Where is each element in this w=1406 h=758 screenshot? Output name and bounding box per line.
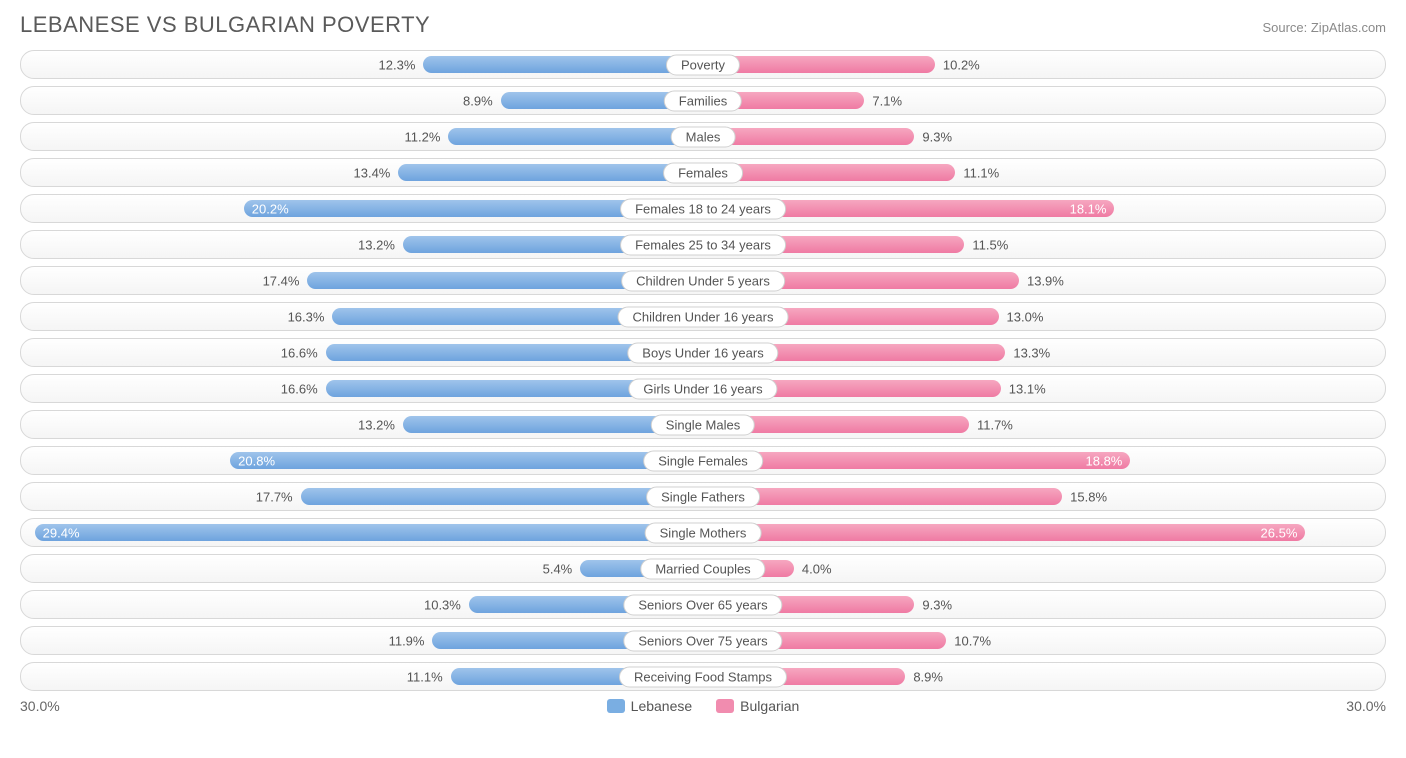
bar-value-right: 18.8% [1086, 453, 1123, 468]
chart-row: 13.2% 11.7% Single Males [20, 410, 1386, 439]
chart-row: 16.6% 13.1% Girls Under 16 years [20, 374, 1386, 403]
category-label: Single Males [651, 414, 755, 435]
category-label: Females 25 to 34 years [620, 234, 786, 255]
legend: Lebanese Bulgarian [607, 698, 800, 714]
bar-left: 20.8% [230, 452, 703, 469]
bar-value-right: 11.7% [969, 417, 1013, 432]
chart-header: LEBANESE VS BULGARIAN POVERTY Source: Zi… [20, 12, 1386, 38]
chart-row: 11.1% 8.9% Receiving Food Stamps [20, 662, 1386, 691]
bar-left: 11.2% [448, 128, 703, 145]
category-label: Single Fathers [646, 486, 760, 507]
category-label: Single Mothers [645, 522, 762, 543]
category-label: Children Under 5 years [621, 270, 785, 291]
legend-label-left: Lebanese [631, 698, 693, 714]
bar-value-left: 16.6% [281, 381, 326, 396]
bar-right: 26.5% [703, 524, 1305, 541]
bar-value-right: 7.1% [864, 93, 902, 108]
chart-row: 16.6% 13.3% Boys Under 16 years [20, 338, 1386, 367]
bar-value-right: 10.2% [935, 57, 980, 72]
legend-item-right: Bulgarian [716, 698, 799, 714]
bar-left: 13.4% [398, 164, 703, 181]
category-label: Seniors Over 65 years [623, 594, 782, 615]
chart-row: 29.4% 26.5% Single Mothers [20, 518, 1386, 547]
category-label: Married Couples [640, 558, 765, 579]
bar-value-left: 11.2% [404, 129, 448, 144]
bar-value-left: 5.4% [543, 561, 581, 576]
bar-value-right: 10.7% [946, 633, 991, 648]
category-label: Seniors Over 75 years [623, 630, 782, 651]
bar-value-left: 20.2% [252, 201, 289, 216]
category-label: Poverty [666, 54, 740, 75]
bar-value-left: 29.4% [43, 525, 80, 540]
bar-value-right: 8.9% [905, 669, 943, 684]
bar-value-right: 11.1% [955, 165, 999, 180]
bar-value-right: 9.3% [914, 129, 952, 144]
category-label: Families [664, 90, 742, 111]
chart-row: 8.9% 7.1% Families [20, 86, 1386, 115]
legend-swatch-right [716, 699, 734, 713]
chart-row: 13.4% 11.1% Females [20, 158, 1386, 187]
chart-row: 20.8% 18.8% Single Females [20, 446, 1386, 475]
category-label: Females [663, 162, 743, 183]
bar-value-left: 11.9% [389, 633, 433, 648]
bar-value-left: 17.4% [263, 273, 308, 288]
chart-title: LEBANESE VS BULGARIAN POVERTY [20, 12, 430, 38]
legend-item-left: Lebanese [607, 698, 693, 714]
chart-footer: 30.0% Lebanese Bulgarian 30.0% [20, 698, 1386, 714]
bar-value-left: 10.3% [424, 597, 469, 612]
category-label: Children Under 16 years [618, 306, 789, 327]
bar-value-left: 16.6% [281, 345, 326, 360]
bar-value-left: 16.3% [288, 309, 333, 324]
bar-value-right: 13.1% [1001, 381, 1046, 396]
legend-swatch-left [607, 699, 625, 713]
axis-max-right: 30.0% [1346, 698, 1386, 714]
bar-value-left: 13.4% [354, 165, 399, 180]
bar-value-right: 13.3% [1005, 345, 1050, 360]
bar-value-right: 13.9% [1019, 273, 1064, 288]
category-label: Receiving Food Stamps [619, 666, 787, 687]
chart-row: 17.7% 15.8% Single Fathers [20, 482, 1386, 511]
category-label: Males [671, 126, 736, 147]
category-label: Single Females [643, 450, 763, 471]
bar-value-left: 11.1% [407, 669, 451, 684]
chart-row: 11.2% 9.3% Males [20, 122, 1386, 151]
bar-value-left: 8.9% [463, 93, 501, 108]
bar-value-right: 4.0% [794, 561, 832, 576]
bar-value-left: 12.3% [379, 57, 424, 72]
chart-row: 5.4% 4.0% Married Couples [20, 554, 1386, 583]
diverging-bar-chart: 12.3% 10.2% Poverty 8.9% 7.1% Families 11.2% 9.… [20, 50, 1386, 691]
axis-max-left: 30.0% [20, 698, 60, 714]
bar-value-right: 11.5% [964, 237, 1008, 252]
bar-value-right: 9.3% [914, 597, 952, 612]
bar-value-left: 13.2% [358, 237, 403, 252]
chart-row: 13.2% 11.5% Females 25 to 34 years [20, 230, 1386, 259]
bar-value-left: 17.7% [256, 489, 301, 504]
bar-left: 29.4% [35, 524, 703, 541]
legend-label-right: Bulgarian [740, 698, 799, 714]
category-label: Females 18 to 24 years [620, 198, 786, 219]
bar-value-right: 26.5% [1261, 525, 1298, 540]
chart-row: 17.4% 13.9% Children Under 5 years [20, 266, 1386, 295]
bar-value-right: 15.8% [1062, 489, 1107, 504]
chart-row: 10.3% 9.3% Seniors Over 65 years [20, 590, 1386, 619]
chart-row: 16.3% 13.0% Children Under 16 years [20, 302, 1386, 331]
category-label: Boys Under 16 years [627, 342, 778, 363]
bar-value-right: 13.0% [999, 309, 1044, 324]
bar-right: 18.8% [703, 452, 1130, 469]
category-label: Girls Under 16 years [628, 378, 777, 399]
chart-row: 11.9% 10.7% Seniors Over 75 years [20, 626, 1386, 655]
chart-source: Source: ZipAtlas.com [1262, 20, 1386, 35]
bar-value-left: 13.2% [358, 417, 403, 432]
bar-value-right: 18.1% [1070, 201, 1107, 216]
bar-left: 17.7% [301, 488, 703, 505]
bar-value-left: 20.8% [238, 453, 275, 468]
bar-left: 12.3% [423, 56, 703, 73]
chart-row: 20.2% 18.1% Females 18 to 24 years [20, 194, 1386, 223]
chart-row: 12.3% 10.2% Poverty [20, 50, 1386, 79]
